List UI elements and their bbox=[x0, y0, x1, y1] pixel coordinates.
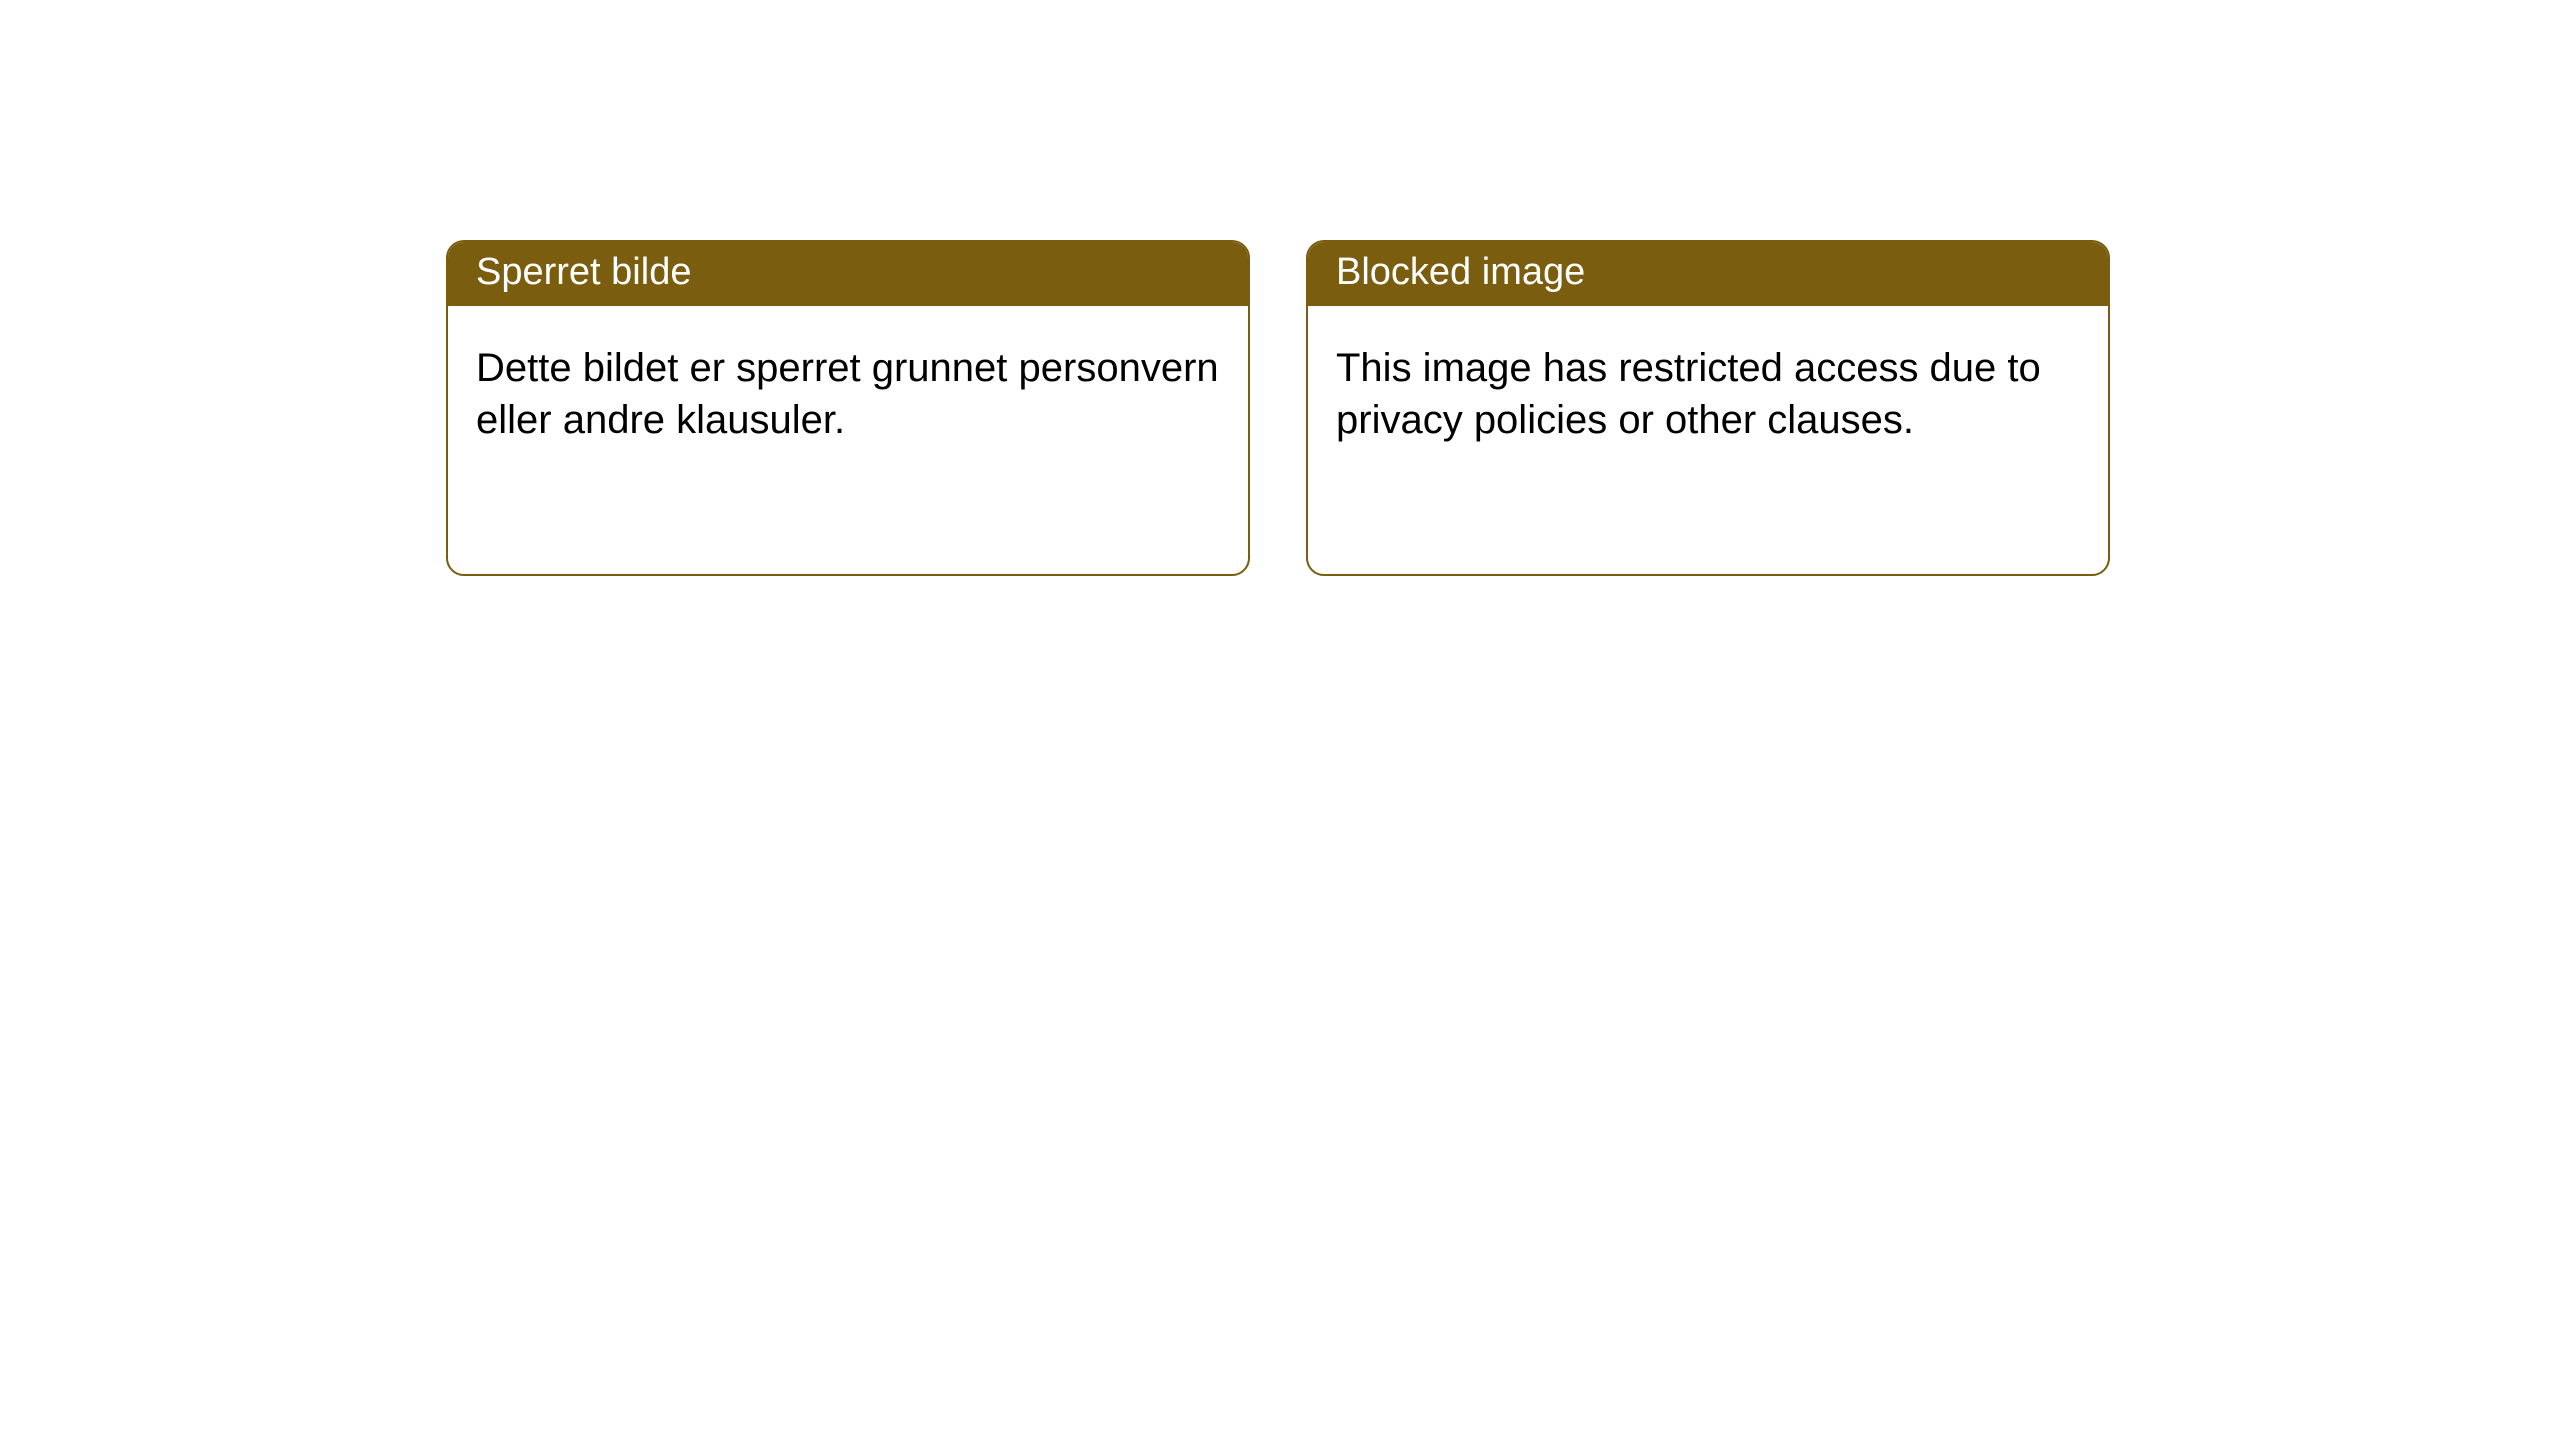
notice-title: Blocked image bbox=[1336, 251, 1585, 293]
notice-header: Sperret bilde bbox=[448, 242, 1248, 306]
notice-box-english: Blocked image This image has restricted … bbox=[1306, 240, 2110, 576]
notice-title: Sperret bilde bbox=[476, 251, 691, 293]
notice-box-norwegian: Sperret bilde Dette bildet er sperret gr… bbox=[446, 240, 1250, 576]
notice-body: Dette bildet er sperret grunnet personve… bbox=[448, 306, 1248, 474]
notice-body-text: Dette bildet er sperret grunnet personve… bbox=[476, 346, 1219, 442]
notice-body: This image has restricted access due to … bbox=[1308, 306, 2108, 474]
notice-body-text: This image has restricted access due to … bbox=[1336, 346, 2041, 442]
notice-container: Sperret bilde Dette bildet er sperret gr… bbox=[0, 0, 2560, 576]
notice-header: Blocked image bbox=[1308, 242, 2108, 306]
